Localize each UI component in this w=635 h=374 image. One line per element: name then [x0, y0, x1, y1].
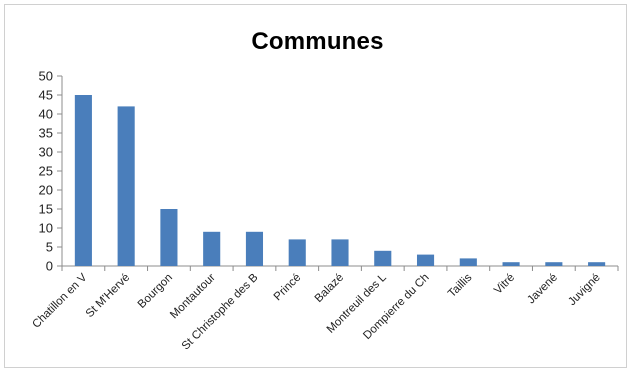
x-category-label: Balazé [313, 272, 346, 305]
x-category-label: Vitré [492, 272, 517, 297]
bar [545, 262, 563, 266]
x-category-label: St M'Hervé [84, 272, 132, 320]
y-tick-label: 40 [39, 107, 53, 122]
bar [160, 209, 178, 266]
chart-title: Communes [251, 28, 384, 55]
x-category-label: Chatillon en V [30, 271, 89, 330]
x-category-label: Taillis [446, 271, 475, 300]
x-category-label: Princé [272, 272, 304, 304]
y-tick-label: 15 [39, 202, 53, 217]
bar [331, 239, 349, 266]
bar [117, 106, 135, 267]
bar [203, 231, 221, 266]
bar [416, 254, 435, 266]
bar [288, 239, 306, 266]
y-tick-label: 50 [39, 69, 53, 84]
x-axis-labels: Chatillon en VSt M'Hervé BourgonMontautou… [30, 271, 602, 352]
chart-bars [74, 95, 606, 267]
y-axis-ticks: 0 5 10 15 20 25 30 35 40 45 50 [39, 69, 62, 274]
y-tick-label: 45 [39, 88, 53, 103]
y-tick-label: 25 [39, 164, 53, 179]
bar [588, 262, 606, 266]
chart-frame [4, 4, 627, 368]
y-tick-label: 5 [46, 240, 53, 255]
x-category-label: Bourgon [136, 272, 175, 311]
bar [74, 95, 92, 266]
x-category-label: Javené [525, 272, 560, 307]
x-category-label: St Christophe des B [180, 271, 261, 352]
y-tick-label: 20 [39, 183, 53, 198]
y-tick-label: 35 [39, 126, 53, 141]
x-category-label: Juvigné [566, 272, 603, 309]
bar [245, 231, 264, 266]
y-tick-label: 10 [39, 221, 53, 236]
bar [502, 262, 520, 266]
bar [459, 258, 477, 266]
y-tick-label: 30 [39, 145, 53, 160]
y-tick-label: 0 [46, 259, 53, 274]
bar [374, 250, 392, 266]
